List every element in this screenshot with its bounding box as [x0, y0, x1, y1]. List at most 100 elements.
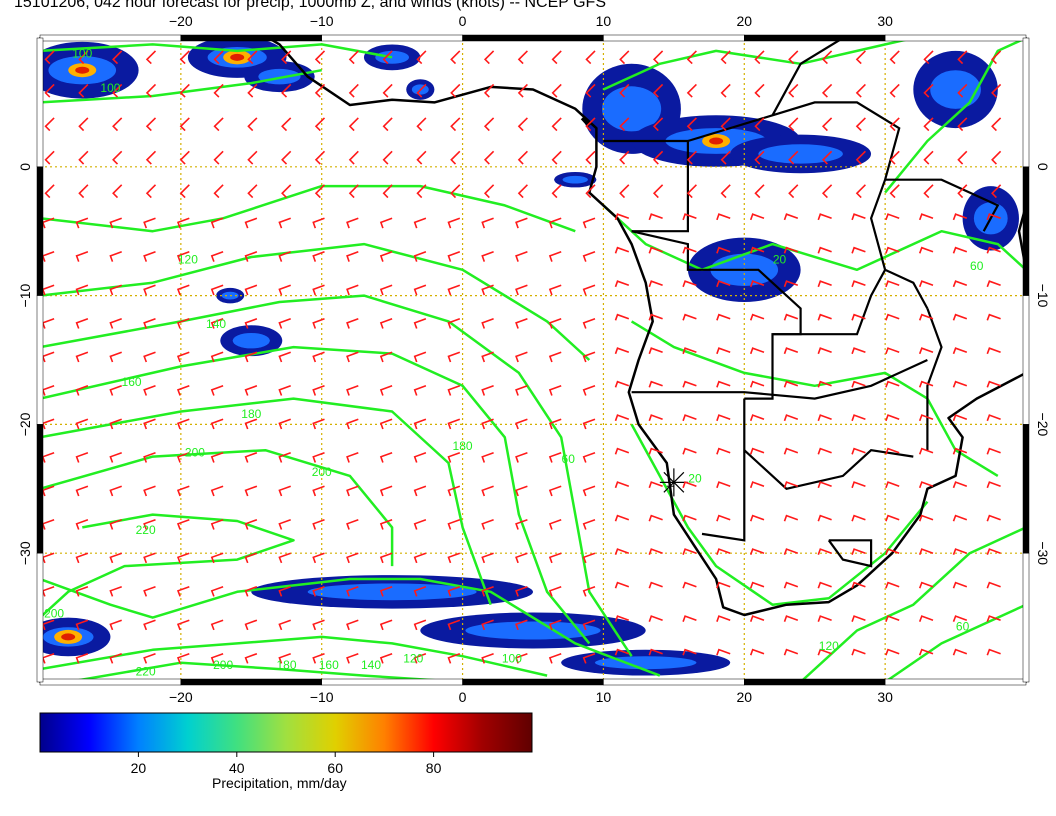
colorbar-tick-label: 60 [327, 760, 343, 776]
wind-barb [918, 615, 934, 622]
lon-tick-label-bottom: 10 [596, 689, 612, 705]
wind-barb [346, 451, 359, 463]
wind-barb [447, 485, 461, 497]
wind-barb [244, 451, 258, 463]
wind-barb [986, 481, 1001, 489]
wind-barb [821, 50, 833, 65]
wind-barb [952, 380, 968, 388]
wind-barb [379, 619, 393, 631]
wind-barb [213, 150, 224, 165]
height-contour [630, 423, 929, 606]
wind-barb [716, 481, 731, 489]
wind-barb [145, 117, 157, 132]
wind-barb [312, 451, 325, 463]
wind-barb [918, 648, 934, 656]
wind-barb [78, 184, 89, 199]
wind-barb [447, 251, 461, 262]
wind-barb [851, 347, 866, 355]
height-contour [40, 68, 322, 104]
wind-barb [312, 585, 325, 597]
wind-barb [179, 150, 190, 165]
wind-barb [817, 548, 832, 555]
wind-barb [686, 150, 697, 165]
frame-bar [603, 34, 745, 42]
wind-barb [716, 246, 731, 254]
wind-barb [481, 485, 494, 497]
wind-barb [991, 117, 1002, 132]
lon-tick-label-top: −10 [310, 13, 334, 29]
wind-barb [582, 284, 596, 296]
wind-barb [447, 217, 461, 229]
lon-tick-label-top: −20 [169, 13, 193, 29]
wind-barb [78, 117, 89, 132]
frame-bars [36, 34, 1030, 686]
wind-barb [515, 518, 528, 530]
wind-barb [952, 447, 968, 455]
wind-barb [413, 318, 427, 329]
wind-barb [281, 150, 292, 165]
wind-barb [44, 50, 55, 65]
contour-label: 20 [688, 471, 702, 485]
lon-tick-label-bottom: 0 [459, 689, 467, 705]
wind-barb [413, 418, 427, 430]
wind-barb [416, 184, 427, 199]
wind-barb [515, 318, 528, 329]
wind-barb [817, 481, 832, 489]
wind-barb [582, 585, 596, 597]
wind-barb [783, 246, 799, 254]
frame-bar [36, 552, 44, 683]
wind-barb [885, 213, 900, 221]
wind-barb [855, 150, 866, 165]
wind-barb [619, 83, 630, 98]
lon-tick-label-bottom: −10 [310, 689, 334, 705]
precip-area [758, 144, 843, 164]
wind-barb [382, 184, 393, 199]
country-border [885, 178, 1000, 232]
wind-barb [447, 451, 461, 463]
wind-barb [652, 50, 664, 65]
height-contour [799, 526, 1026, 682]
wind-barb [986, 548, 1001, 555]
height-contour [40, 294, 633, 657]
wind-barb [619, 150, 630, 165]
wind-barb [481, 351, 494, 363]
wind-barb [986, 414, 1001, 422]
wind-barb [682, 581, 697, 589]
wind-barb [213, 83, 224, 98]
wind-barb [652, 184, 664, 199]
wind-barb [346, 552, 359, 564]
wind-barb [109, 652, 122, 664]
wind-barb [143, 351, 156, 363]
wind-barb [109, 619, 122, 631]
wind-barb [986, 246, 1001, 254]
wind-barb [379, 451, 393, 463]
frame-bar [1022, 166, 1030, 296]
wind-barb [889, 150, 900, 165]
wind-barb [783, 347, 799, 355]
wind-barb [923, 150, 934, 165]
wind-barb [481, 251, 494, 262]
wind-barb [749, 648, 765, 656]
wind-barb [716, 548, 731, 555]
wind-barb [614, 380, 630, 388]
wind-barb [548, 485, 562, 497]
wind-barb [851, 313, 866, 321]
wind-barb [247, 117, 258, 132]
lon-tick-label-top: 30 [877, 13, 893, 29]
wind-barb [986, 581, 1001, 589]
wind-barb [986, 280, 1001, 288]
wind-barb [614, 246, 630, 254]
wind-barb [991, 184, 1002, 199]
wind-barb [582, 619, 596, 631]
wind-barb [682, 548, 697, 555]
wind-barb [788, 184, 799, 199]
wind-barb [749, 447, 765, 455]
wind-barb [648, 481, 663, 489]
wind-barb [788, 150, 799, 165]
wind-barb [481, 518, 494, 530]
wind-barb [716, 648, 731, 656]
wind-barb [918, 213, 934, 221]
wind-barb [716, 280, 731, 288]
frame-bar [1022, 552, 1030, 683]
wind-barb [749, 514, 765, 522]
